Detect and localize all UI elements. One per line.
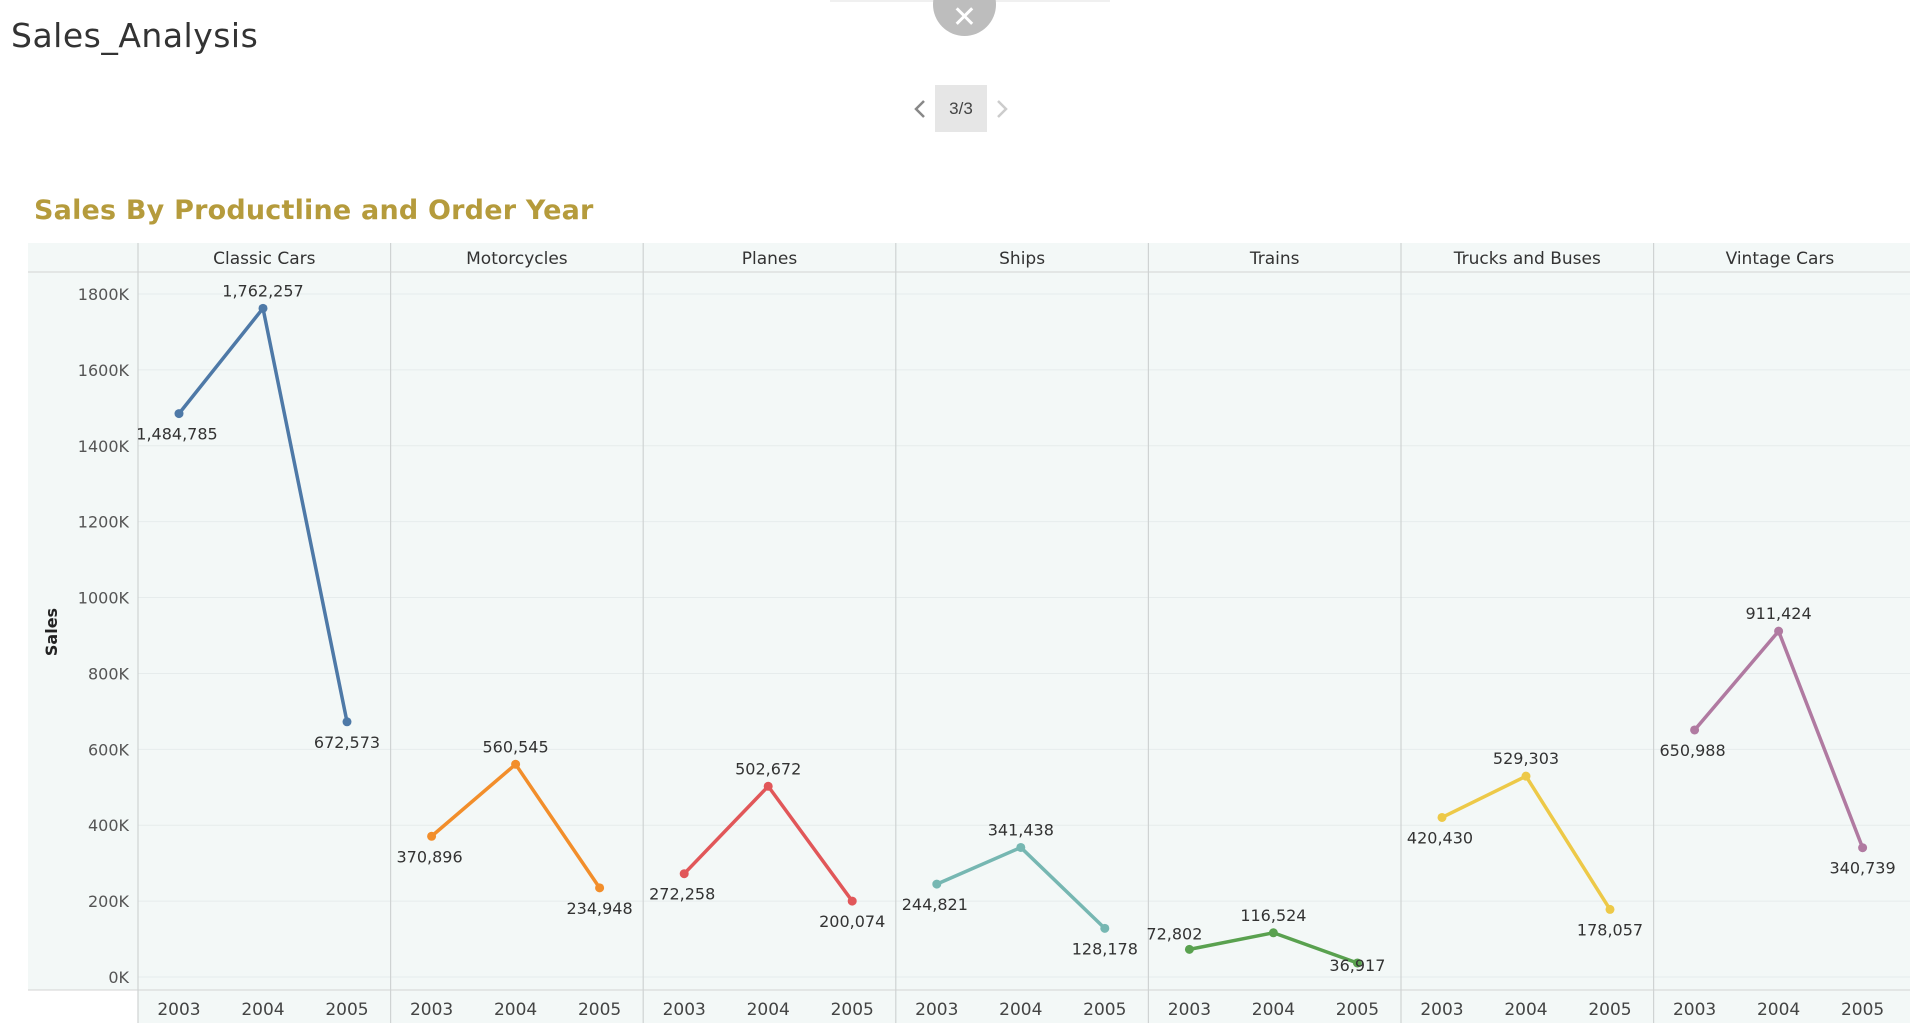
data-label: 560,545 <box>483 737 549 756</box>
data-label: 200,074 <box>819 912 885 931</box>
chevron-left-icon <box>914 99 925 118</box>
x-tick-label: 2004 <box>241 1000 284 1020</box>
data-label: 672,573 <box>314 733 380 752</box>
y-tick-label: 0K <box>108 968 129 987</box>
data-label: 420,430 <box>1407 828 1473 847</box>
data-label: 272,258 <box>649 885 715 904</box>
data-point <box>1437 812 1447 822</box>
x-tick-label: 2004 <box>1252 1000 1295 1020</box>
data-point <box>763 781 773 791</box>
y-axis-label: Sales <box>42 608 61 656</box>
data-point <box>342 717 352 727</box>
data-label: 116,524 <box>1240 906 1306 925</box>
data-label: 502,672 <box>735 759 801 778</box>
data-point <box>1268 928 1278 938</box>
close-icon: ✕ <box>951 1 978 34</box>
story-pager: 3/3 <box>905 85 1017 132</box>
data-label: 234,948 <box>567 899 633 918</box>
data-label: 529,303 <box>1493 749 1559 768</box>
data-point <box>427 831 437 841</box>
x-tick-label: 2003 <box>157 1000 200 1020</box>
data-label: 370,896 <box>397 847 463 866</box>
y-tick-label: 1600K <box>78 361 130 380</box>
page-indicator: 3/3 <box>935 85 987 132</box>
panel-header: Vintage Cars <box>1726 249 1835 269</box>
y-tick-label: 600K <box>88 740 130 759</box>
chevron-right-icon <box>997 99 1008 118</box>
x-tick-label: 2005 <box>831 1000 874 1020</box>
x-tick-label: 2003 <box>1673 1000 1716 1020</box>
data-point <box>1605 904 1615 914</box>
panel-header: Motorcycles <box>466 249 568 269</box>
x-tick-label: 2004 <box>494 1000 537 1020</box>
data-label: 341,438 <box>988 820 1054 839</box>
plot-background <box>28 243 1910 990</box>
x-tick-label: 2005 <box>1588 1000 1631 1020</box>
y-tick-label: 400K <box>88 816 130 835</box>
app-title: Sales_Analysis <box>11 16 259 55</box>
x-tick-label: 2005 <box>1841 1000 1884 1020</box>
x-tick-label: 2005 <box>1083 1000 1126 1020</box>
data-point <box>1352 958 1362 968</box>
y-tick-label: 1000K <box>78 589 130 608</box>
y-tick-label: 1400K <box>78 437 130 456</box>
y-tick-label: 200K <box>88 892 130 911</box>
y-tick-label: 1800K <box>78 285 130 304</box>
prev-page-button[interactable] <box>905 85 935 132</box>
data-point <box>595 883 605 893</box>
data-point <box>174 409 184 419</box>
data-point <box>1858 843 1868 853</box>
x-tick-label: 2004 <box>747 1000 790 1020</box>
x-tick-label: 2003 <box>663 1000 706 1020</box>
data-label: 128,178 <box>1072 939 1138 958</box>
data-label: 178,057 <box>1577 920 1643 939</box>
data-point <box>511 759 521 769</box>
data-label: 72,802 <box>1146 924 1202 943</box>
data-point <box>1690 725 1700 735</box>
y-tick-label: 1200K <box>78 513 130 532</box>
data-point <box>847 896 857 906</box>
data-point <box>1184 944 1194 954</box>
data-point <box>1521 771 1531 781</box>
y-tick-label: 800K <box>88 664 130 683</box>
data-label: 650,988 <box>1660 741 1726 760</box>
x-axis-background <box>138 990 1910 1023</box>
x-tick-label: 2004 <box>1757 1000 1800 1020</box>
data-point <box>1100 923 1110 933</box>
x-tick-label: 2003 <box>1168 1000 1211 1020</box>
next-page-button[interactable] <box>987 85 1017 132</box>
data-label: 1,762,257 <box>222 281 303 300</box>
data-point <box>258 303 268 313</box>
data-label: 340,739 <box>1830 859 1896 878</box>
data-label: 1,484,785 <box>136 425 217 444</box>
panel-header: Ships <box>999 249 1045 269</box>
data-point <box>679 869 689 879</box>
x-tick-label: 2004 <box>999 1000 1042 1020</box>
panel-header: Classic Cars <box>213 249 315 269</box>
data-label: 36,917 <box>1329 956 1385 975</box>
x-tick-label: 2003 <box>915 1000 958 1020</box>
x-tick-label: 2003 <box>410 1000 453 1020</box>
x-tick-label: 2003 <box>1420 1000 1463 1020</box>
data-point <box>932 879 942 889</box>
panel-header: Trains <box>1249 249 1300 269</box>
data-point <box>1774 626 1784 636</box>
x-tick-label: 2005 <box>578 1000 621 1020</box>
chart-title: Sales By Productline and Order Year <box>34 195 594 226</box>
panel-header: Planes <box>742 249 798 269</box>
x-tick-label: 2005 <box>1336 1000 1379 1020</box>
panel-header: Trucks and Buses <box>1453 249 1601 269</box>
x-tick-label: 2005 <box>325 1000 368 1020</box>
data-label: 911,424 <box>1746 604 1812 623</box>
x-tick-label: 2004 <box>1504 1000 1547 1020</box>
data-point <box>1016 842 1026 852</box>
data-label: 244,821 <box>902 895 968 914</box>
